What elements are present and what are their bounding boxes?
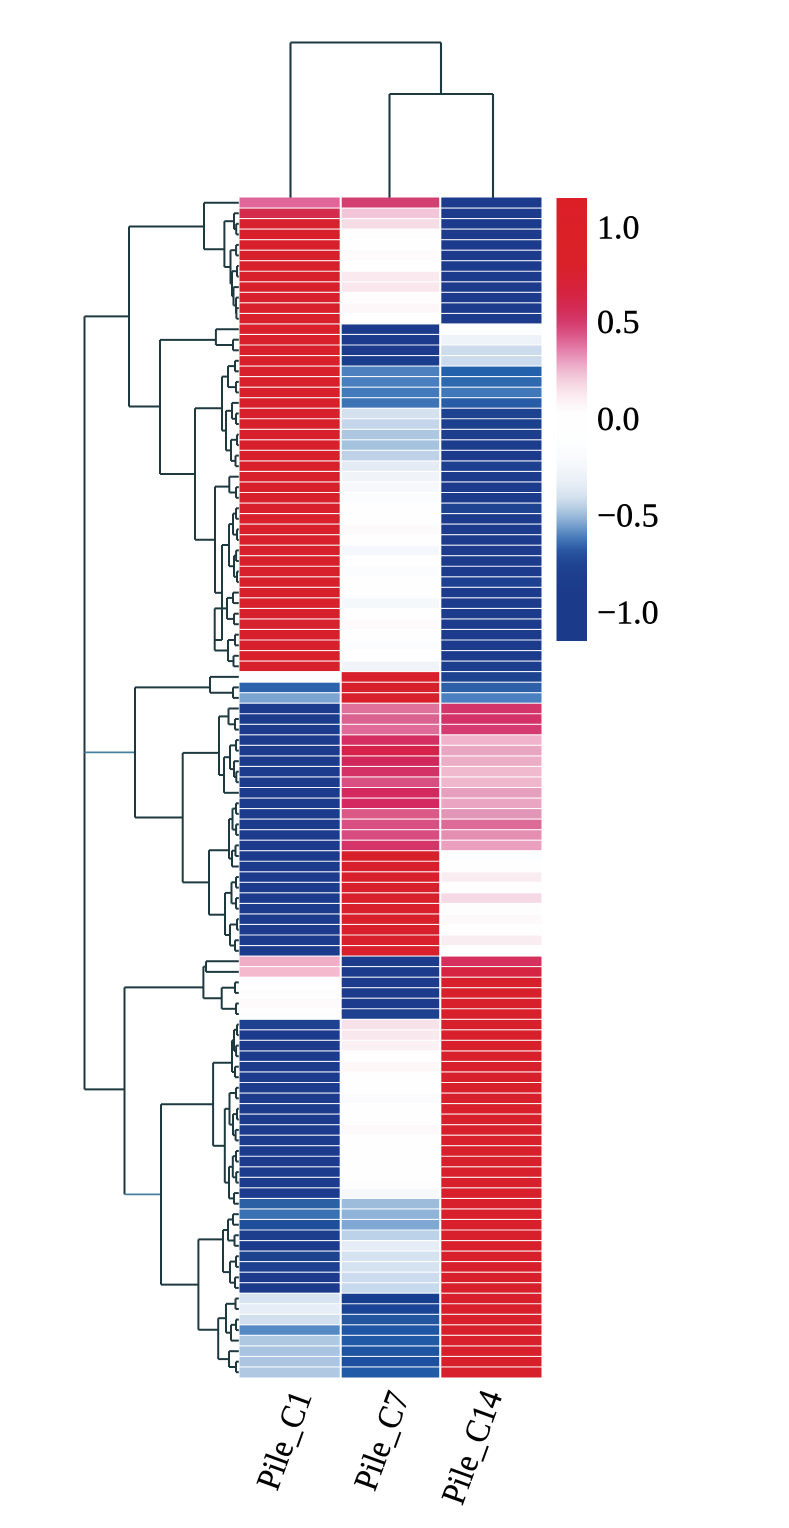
svg-text:−0.5: −0.5 [597,498,659,535]
svg-text:1.0: 1.0 [597,210,640,247]
svg-text:0.5: 0.5 [597,304,640,341]
svg-text:−1.0: −1.0 [597,595,659,632]
svg-text:0.0: 0.0 [597,401,640,438]
